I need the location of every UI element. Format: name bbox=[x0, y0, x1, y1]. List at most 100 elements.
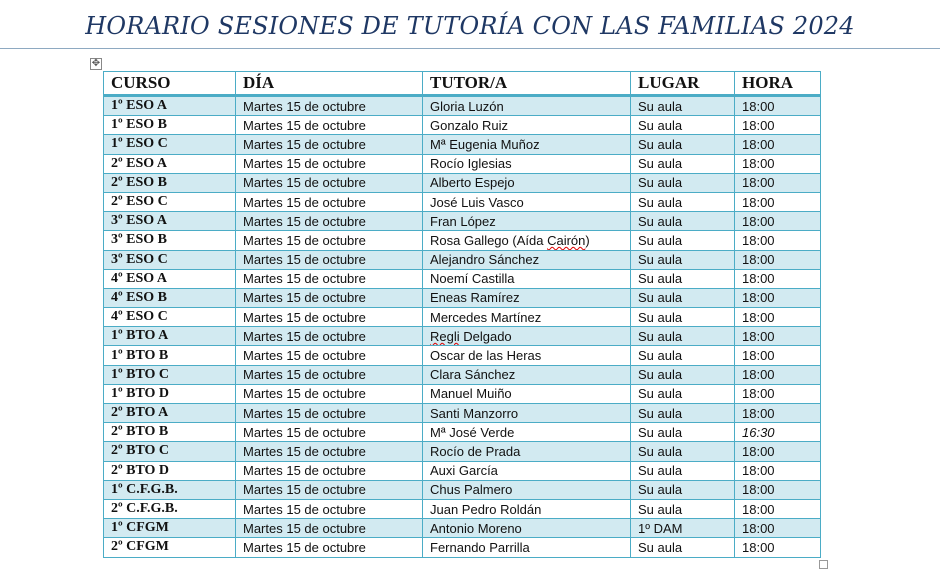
cell-dia[interactable]: Martes 15 de octubre bbox=[235, 479, 423, 500]
cell-lugar[interactable]: Su aula bbox=[630, 115, 735, 136]
cell-lugar[interactable]: Su aula bbox=[630, 153, 735, 174]
cell-hora[interactable]: 18:00 bbox=[734, 134, 821, 155]
cell-dia[interactable]: Martes 15 de octubre bbox=[235, 402, 423, 424]
cell-hora[interactable]: 18:00 bbox=[734, 460, 821, 481]
cell-lugar[interactable]: Su aula bbox=[630, 460, 735, 481]
cell-dia[interactable]: Martes 15 de octubre bbox=[235, 364, 423, 385]
cell-tutor[interactable]: Mª Eugenia Muñoz bbox=[422, 134, 631, 155]
cell-hora[interactable]: 18:00 bbox=[734, 345, 821, 366]
cell-dia[interactable]: Martes 15 de octubre bbox=[235, 191, 423, 213]
cell-curso[interactable]: 1º BTO B bbox=[103, 345, 236, 366]
cell-curso[interactable]: 2º BTO D bbox=[103, 460, 236, 481]
cell-dia[interactable]: Martes 15 de octubre bbox=[235, 460, 423, 481]
cell-curso[interactable]: 2º CFGM bbox=[103, 537, 236, 558]
cell-lugar[interactable]: Su aula bbox=[630, 191, 735, 213]
cell-hora[interactable]: 18:00 bbox=[734, 191, 821, 213]
cell-tutor[interactable]: Gonzalo Ruiz bbox=[422, 115, 631, 136]
cell-dia[interactable]: Martes 15 de octubre bbox=[235, 230, 423, 251]
cell-hora[interactable]: 18:00 bbox=[734, 230, 821, 251]
cell-tutor[interactable]: Santi Manzorro bbox=[422, 402, 631, 424]
cell-lugar[interactable]: Su aula bbox=[630, 364, 735, 385]
cell-lugar[interactable]: Su aula bbox=[630, 326, 735, 347]
cell-dia[interactable]: Martes 15 de octubre bbox=[235, 211, 423, 232]
cell-tutor[interactable]: Antonio Moreno bbox=[422, 518, 631, 539]
cell-hora[interactable]: 18:00 bbox=[734, 287, 821, 309]
cell-dia[interactable]: Martes 15 de octubre bbox=[235, 249, 423, 270]
cell-lugar[interactable]: Su aula bbox=[630, 134, 735, 155]
cell-hora[interactable]: 18:00 bbox=[734, 94, 821, 117]
cell-lugar[interactable]: Su aula bbox=[630, 383, 735, 405]
cell-curso[interactable]: 2º ESO A bbox=[103, 153, 236, 174]
cell-tutor[interactable]: Alberto Espejo bbox=[422, 172, 631, 193]
cell-lugar[interactable]: Su aula bbox=[630, 249, 735, 270]
cell-dia[interactable]: Martes 15 de octubre bbox=[235, 441, 423, 462]
cell-tutor[interactable]: José Luis Vasco bbox=[422, 191, 631, 213]
cell-curso[interactable]: 2º BTO C bbox=[103, 441, 236, 462]
cell-tutor[interactable]: Alejandro Sánchez bbox=[422, 249, 631, 270]
cell-tutor[interactable]: Mercedes Martínez bbox=[422, 307, 631, 328]
cell-lugar[interactable]: Su aula bbox=[630, 172, 735, 193]
cell-hora[interactable]: 18:00 bbox=[734, 479, 821, 500]
cell-curso[interactable]: 2º BTO A bbox=[103, 402, 236, 424]
cell-dia[interactable]: Martes 15 de octubre bbox=[235, 287, 423, 309]
cell-tutor[interactable]: Eneas Ramírez bbox=[422, 287, 631, 309]
cell-curso[interactable]: 4º ESO B bbox=[103, 287, 236, 309]
cell-curso[interactable]: 2º ESO B bbox=[103, 172, 236, 193]
cell-curso[interactable]: 2º ESO C bbox=[103, 191, 236, 213]
cell-hora[interactable]: 18:00 bbox=[734, 115, 821, 136]
cell-dia[interactable]: Martes 15 de octubre bbox=[235, 268, 423, 289]
cell-curso[interactable]: 1º BTO C bbox=[103, 364, 236, 385]
cell-hora[interactable]: 18:00 bbox=[734, 172, 821, 193]
cell-hora[interactable]: 18:00 bbox=[734, 518, 821, 539]
cell-tutor[interactable]: Chus Palmero bbox=[422, 479, 631, 500]
cell-hora[interactable]: 18:00 bbox=[734, 153, 821, 174]
cell-hora[interactable]: 18:00 bbox=[734, 211, 821, 232]
cell-curso[interactable]: 1º C.F.G.B. bbox=[103, 479, 236, 500]
cell-curso[interactable]: 1º ESO B bbox=[103, 115, 236, 136]
move-icon[interactable]: ✥ bbox=[90, 58, 102, 70]
cell-hora[interactable]: 18:00 bbox=[734, 268, 821, 289]
cell-curso[interactable]: 3º ESO B bbox=[103, 230, 236, 251]
cell-dia[interactable]: Martes 15 de octubre bbox=[235, 537, 423, 558]
cell-hora[interactable]: 18:00 bbox=[734, 402, 821, 424]
cell-curso[interactable]: 3º ESO C bbox=[103, 249, 236, 270]
cell-lugar[interactable]: Su aula bbox=[630, 307, 735, 328]
cell-dia[interactable]: Martes 15 de octubre bbox=[235, 134, 423, 155]
cell-dia[interactable]: Martes 15 de octubre bbox=[235, 94, 423, 117]
cell-lugar[interactable]: 1º DAM bbox=[630, 518, 735, 539]
cell-lugar[interactable]: Su aula bbox=[630, 479, 735, 500]
cell-curso[interactable]: 1º BTO D bbox=[103, 383, 236, 405]
cell-tutor[interactable]: Clara Sánchez bbox=[422, 364, 631, 385]
cell-hora[interactable]: 18:00 bbox=[734, 441, 821, 462]
cell-dia[interactable]: Martes 15 de octubre bbox=[235, 326, 423, 347]
cell-lugar[interactable]: Su aula bbox=[630, 422, 735, 443]
cell-dia[interactable]: Martes 15 de octubre bbox=[235, 172, 423, 193]
cell-tutor[interactable]: Manuel Muiño bbox=[422, 383, 631, 405]
cell-curso[interactable]: 1º ESO C bbox=[103, 134, 236, 155]
cell-hora[interactable]: 18:00 bbox=[734, 498, 821, 520]
cell-tutor[interactable]: Rocío Iglesias bbox=[422, 153, 631, 174]
cell-curso[interactable]: 1º ESO A bbox=[103, 94, 236, 117]
cell-tutor[interactable]: Mª José Verde bbox=[422, 422, 631, 443]
cell-tutor[interactable]: Rocío de Prada bbox=[422, 441, 631, 462]
cell-lugar[interactable]: Su aula bbox=[630, 287, 735, 309]
cell-tutor[interactable]: Fernando Parrilla bbox=[422, 537, 631, 558]
cell-lugar[interactable]: Su aula bbox=[630, 268, 735, 289]
cell-lugar[interactable]: Su aula bbox=[630, 402, 735, 424]
cell-hora[interactable]: 18:00 bbox=[734, 537, 821, 558]
cell-lugar[interactable]: Su aula bbox=[630, 498, 735, 520]
cell-tutor[interactable]: Rosa Gallego (Aída Cairón) bbox=[422, 230, 631, 251]
resize-icon[interactable] bbox=[819, 560, 828, 569]
cell-curso[interactable]: 2º BTO B bbox=[103, 422, 236, 443]
cell-lugar[interactable]: Su aula bbox=[630, 94, 735, 117]
cell-hora[interactable]: 18:00 bbox=[734, 383, 821, 405]
cell-dia[interactable]: Martes 15 de octubre bbox=[235, 383, 423, 405]
cell-dia[interactable]: Martes 15 de octubre bbox=[235, 307, 423, 328]
cell-tutor[interactable]: Oscar de las Heras bbox=[422, 345, 631, 366]
cell-tutor[interactable]: Gloria Luzón bbox=[422, 94, 631, 117]
cell-hora[interactable]: 18:00 bbox=[734, 307, 821, 328]
cell-lugar[interactable]: Su aula bbox=[630, 345, 735, 366]
cell-dia[interactable]: Martes 15 de octubre bbox=[235, 115, 423, 136]
cell-dia[interactable]: Martes 15 de octubre bbox=[235, 153, 423, 174]
cell-lugar[interactable]: Su aula bbox=[630, 441, 735, 462]
